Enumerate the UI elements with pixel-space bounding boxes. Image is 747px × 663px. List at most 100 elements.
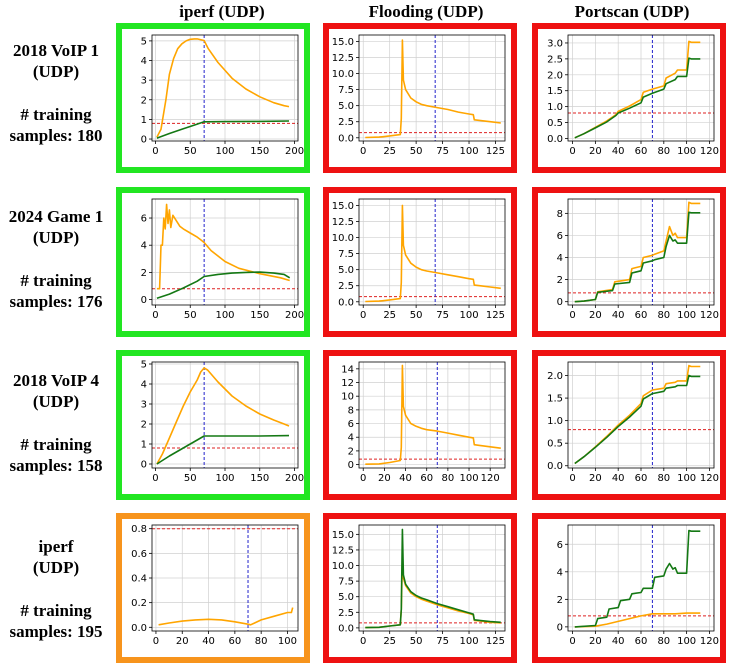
series-line-orange bbox=[156, 203, 290, 290]
y-tick-label: 12.5 bbox=[332, 545, 354, 556]
series-line-green bbox=[574, 529, 701, 628]
y-tick-label: 0 bbox=[141, 295, 147, 306]
y-tick-label: 2.5 bbox=[547, 54, 563, 65]
y-tick-label: 0.0 bbox=[338, 623, 354, 634]
x-tick-label: 200 bbox=[285, 146, 304, 157]
y-tick-label: 0 bbox=[141, 460, 147, 471]
plot-frame bbox=[358, 34, 506, 142]
y-tick-label: 0 bbox=[141, 135, 147, 146]
chart-panel-r0-c0: 0 50 100 150 200 0 1 2 3 4 5 bbox=[116, 23, 310, 173]
x-tick-label: 80 bbox=[657, 310, 670, 321]
x-tick-label: 60 bbox=[635, 473, 648, 484]
y-tick-label: 10.0 bbox=[332, 561, 354, 572]
x-tick-label: 100 bbox=[677, 473, 696, 484]
y-tick-label: 4 bbox=[141, 241, 147, 252]
x-tick-label: 0 bbox=[153, 636, 159, 647]
series-line-orange bbox=[574, 40, 701, 139]
y-tick-label: 6 bbox=[557, 231, 563, 242]
line-chart: 0 50 100 150 200 0 1 2 3 4 5 bbox=[141, 34, 304, 157]
line-chart: 0 50 100 150 200 0 1 2 3 4 5 bbox=[141, 360, 304, 485]
column-header-0: iperf (UDP) bbox=[179, 2, 265, 21]
y-tick-label: 5.0 bbox=[338, 101, 354, 112]
line-chart: 0 20 40 60 80 100 0.0 0.2 0.4 0.6 0.8 bbox=[131, 524, 299, 647]
row-label-line: (UDP) bbox=[32, 392, 80, 411]
line-chart: 0 25 50 75 100 125 0.0 2.5 5.0 7.5 10.0 12.5 15.0 bbox=[332, 524, 506, 647]
plot-frame bbox=[358, 524, 506, 632]
chart-panel-r2-c1: 0 20 40 60 80 100 120 0 2 4 6 8 10 12 14 bbox=[323, 350, 517, 500]
x-tick-label: 20 bbox=[589, 473, 602, 484]
row-label-1: 2024 Game 1 (UDP) # training samples: 17… bbox=[0, 206, 112, 312]
y-tick-label: 1 bbox=[141, 440, 147, 451]
x-tick-label: 40 bbox=[612, 310, 625, 321]
line-chart: 0 20 40 60 80 100 120 0 2 4 6 8 bbox=[557, 198, 719, 321]
series-line-orange bbox=[365, 204, 501, 303]
x-tick-label: 40 bbox=[612, 636, 625, 647]
y-tick-label: 7.5 bbox=[338, 577, 354, 588]
y-tick-label: 2 bbox=[557, 595, 563, 606]
y-tick-label: 1 bbox=[141, 115, 147, 126]
x-tick-label: 75 bbox=[436, 146, 449, 157]
x-tick-label: 80 bbox=[657, 146, 670, 157]
chart-panel-r1-c1: 0 25 50 75 100 125 0.0 2.5 5.0 7.5 10.0 12.5 15.0 bbox=[323, 187, 517, 337]
chart-panel-r3-c1: 0 25 50 75 100 125 0.0 2.5 5.0 7.5 10.0 12.5 15.0 bbox=[323, 513, 517, 663]
series-line-orange bbox=[365, 39, 501, 139]
x-tick-label: 0 bbox=[569, 310, 575, 321]
y-tick-label: 2 bbox=[141, 95, 147, 106]
y-tick-label: 6 bbox=[348, 419, 354, 430]
y-tick-label: 5 bbox=[141, 360, 147, 371]
x-tick-label: 125 bbox=[486, 146, 505, 157]
x-tick-label: 0 bbox=[360, 636, 366, 647]
series-line-green bbox=[365, 528, 501, 629]
y-tick-label: 12.5 bbox=[332, 217, 354, 228]
y-tick-label: 2.5 bbox=[338, 117, 354, 128]
row-label-line: # training bbox=[20, 271, 92, 290]
x-tick-label: 50 bbox=[410, 146, 423, 157]
y-tick-label: 5.0 bbox=[338, 592, 354, 603]
x-tick-label: 50 bbox=[410, 636, 423, 647]
chart-panel-r3-c0: 0 20 40 60 80 100 0.0 0.2 0.4 0.6 0.8 bbox=[116, 513, 310, 663]
x-tick-label: 100 bbox=[215, 146, 234, 157]
line-chart: 0 20 40 60 80 100 120 0.0 0.5 1.0 1.5 2.0 bbox=[547, 361, 719, 484]
y-tick-label: 2.5 bbox=[338, 281, 354, 292]
series-line-green bbox=[156, 120, 290, 139]
row-label-line: (UDP) bbox=[32, 228, 80, 247]
y-tick-label: 0.8 bbox=[131, 524, 147, 535]
plot-frame bbox=[358, 361, 506, 469]
y-tick-label: 2.0 bbox=[547, 70, 563, 81]
y-tick-label: 1.0 bbox=[547, 102, 563, 113]
y-tick-label: 0.0 bbox=[338, 297, 354, 308]
y-tick-label: 0.2 bbox=[131, 598, 147, 609]
x-tick-label: 50 bbox=[184, 473, 197, 484]
series-line-green bbox=[156, 434, 290, 465]
series-line-orange bbox=[365, 364, 501, 465]
x-tick-label: 0 bbox=[360, 473, 366, 484]
x-tick-label: 0 bbox=[152, 146, 158, 157]
line-chart: 0 20 40 60 80 100 120 0 2 4 6 8 10 12 14 bbox=[341, 361, 506, 484]
x-tick-label: 50 bbox=[184, 146, 197, 157]
x-tick-label: 20 bbox=[589, 146, 602, 157]
row-label-line: samples: 195 bbox=[9, 622, 103, 641]
column-header-1: Flooding (UDP) bbox=[368, 2, 484, 21]
x-tick-label: 60 bbox=[420, 473, 433, 484]
y-tick-label: 10.0 bbox=[332, 233, 354, 244]
series-line-green bbox=[574, 374, 701, 465]
y-tick-label: 10.0 bbox=[332, 69, 354, 80]
y-tick-label: 0.0 bbox=[547, 134, 563, 145]
y-tick-label: 2 bbox=[557, 275, 563, 286]
x-tick-label: 100 bbox=[215, 473, 234, 484]
y-tick-label: 10 bbox=[341, 392, 354, 403]
row-label-line: iperf bbox=[38, 537, 74, 556]
y-tick-label: 14 bbox=[341, 364, 354, 375]
row-label-line: samples: 180 bbox=[9, 126, 103, 145]
x-tick-label: 100 bbox=[459, 636, 478, 647]
series-line-orange bbox=[156, 367, 290, 465]
chart-panel-r2-c2: 0 20 40 60 80 100 120 0.0 0.5 1.0 1.5 2.0 bbox=[532, 350, 726, 500]
y-tick-label: 2.0 bbox=[547, 371, 563, 382]
y-tick-label: 0.4 bbox=[131, 574, 147, 585]
x-tick-label: 0 bbox=[569, 473, 575, 484]
y-tick-label: 6 bbox=[141, 214, 147, 225]
row-label-0: 2018 VoIP 1 (UDP) # training samples: 18… bbox=[0, 40, 112, 146]
series-line-orange bbox=[574, 201, 701, 303]
chart-panel-r0-c2: 0 20 40 60 80 100 120 0.0 0.5 1.0 1.5 2.0 2.5 3.0 bbox=[532, 23, 726, 173]
x-tick-label: 120 bbox=[700, 146, 719, 157]
